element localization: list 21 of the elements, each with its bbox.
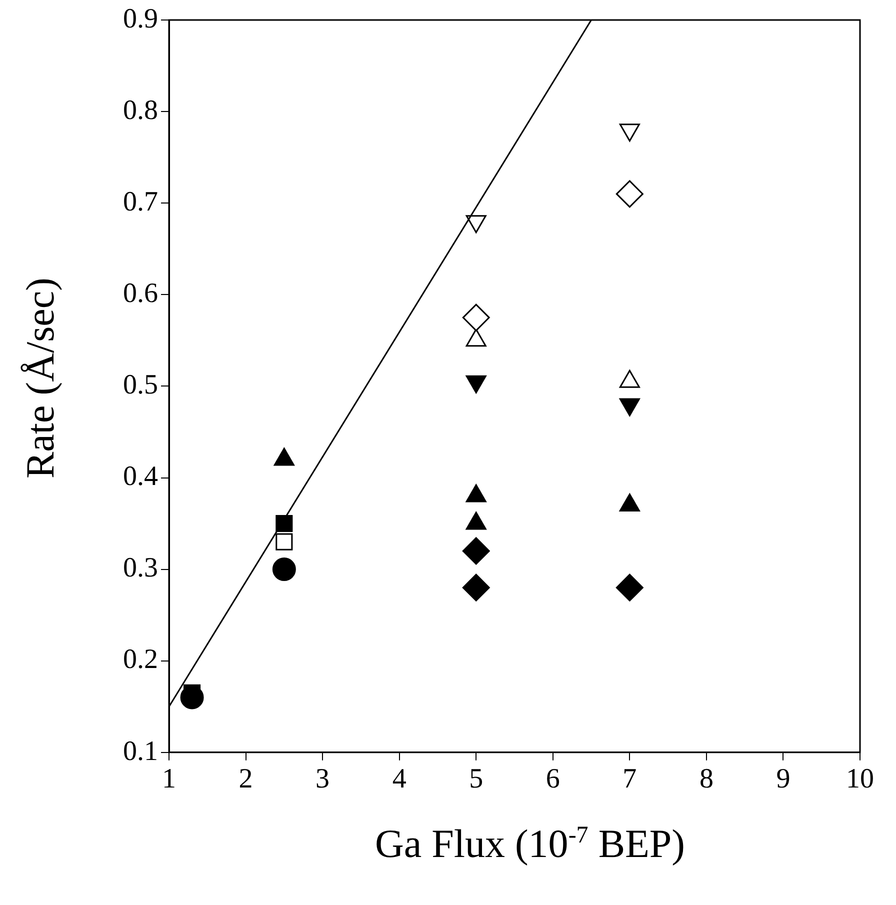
y-tick-label: 0.9 <box>123 3 158 34</box>
y-tick-label: 0.1 <box>123 736 158 767</box>
x-tick-label: 5 <box>469 764 484 795</box>
x-tick-label: 8 <box>699 764 714 795</box>
y-tick-label: 0.2 <box>123 644 158 676</box>
x-tick-label: 3 <box>316 764 330 795</box>
x-tick-label: 2 <box>238 764 253 795</box>
y-tick-label: 0.4 <box>123 461 158 492</box>
y-tick-label: 0.5 <box>123 370 158 401</box>
x-tick-label: 6 <box>546 764 560 795</box>
x-tick-label: 7 <box>622 764 637 795</box>
x-tick-label: 10 <box>846 764 874 795</box>
y-tick-label: 0.6 <box>123 278 158 310</box>
x-tick-label: 1 <box>162 764 176 795</box>
y-tick-label: 0.7 <box>123 186 158 218</box>
y-axis-title: Rate (Å/sec) <box>16 277 64 479</box>
x-axis-title: Ga Flux (10$^{-7}$ BEP) <box>374 820 686 867</box>
y-tick-label: 0.3 <box>123 552 158 584</box>
x-tick-label: 9 <box>776 764 790 795</box>
x-tick-label: 4 <box>392 764 406 795</box>
y-tick-label: 0.8 <box>123 94 158 126</box>
